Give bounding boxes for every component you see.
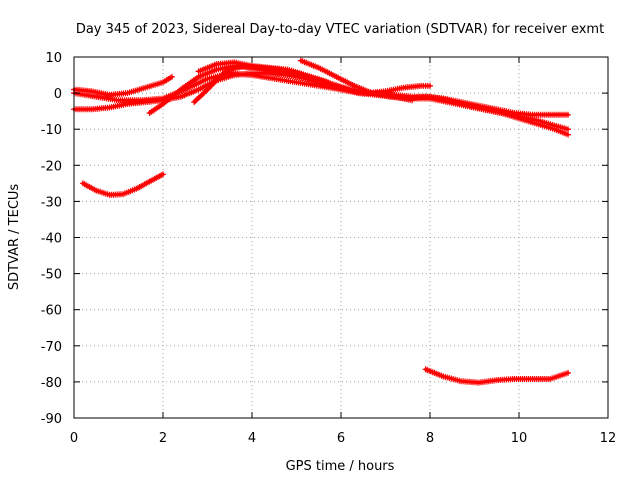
data-point — [168, 73, 175, 80]
y-tick-label: -90 — [41, 412, 62, 427]
grid — [74, 57, 608, 418]
y-tick-label: 10 — [45, 51, 62, 66]
y-tick-label: 0 — [54, 87, 62, 102]
x-tick-label: 12 — [600, 431, 617, 446]
y-tick-label: -40 — [41, 232, 62, 247]
data-point — [355, 90, 362, 97]
data-point — [160, 171, 166, 178]
y-tick-label: -70 — [41, 340, 62, 355]
x-tick-label: 10 — [511, 431, 528, 446]
data-series — [71, 57, 571, 386]
y-tick-label: -80 — [41, 376, 62, 391]
data-point — [565, 131, 571, 138]
chart-title: Day 345 of 2023, Sidereal Day-to-day VTE… — [76, 22, 604, 37]
axis-ticks: 0 2 4 6 8 10 12 10 0 -10 -20 -30 -40 -50 -60 -70 -80 -90 — [41, 51, 617, 446]
data-point — [219, 71, 226, 78]
data-point — [565, 126, 571, 133]
y-tick-label: -20 — [41, 159, 62, 174]
y-tick-label: -50 — [41, 268, 62, 283]
series-track-4 — [79, 171, 166, 198]
x-tick-label: 2 — [159, 431, 167, 446]
x-tick-label: 8 — [426, 431, 434, 446]
x-tick-label: 0 — [70, 431, 78, 446]
y-tick-label: -60 — [41, 304, 62, 319]
data-point — [565, 111, 571, 118]
y-axis-title: SDTVAR / TECUs — [7, 184, 22, 291]
x-axis-title: GPS time / hours — [286, 459, 395, 474]
y-tick-label: -10 — [41, 123, 62, 138]
x-tick-label: 4 — [248, 431, 256, 446]
series-track-10 — [409, 95, 571, 138]
y-tick-label: -30 — [41, 195, 62, 210]
data-point — [427, 82, 433, 89]
data-point — [565, 369, 571, 376]
series-track-11 — [422, 366, 571, 386]
x-tick-label: 6 — [337, 431, 345, 446]
series-track-7 — [195, 59, 362, 97]
